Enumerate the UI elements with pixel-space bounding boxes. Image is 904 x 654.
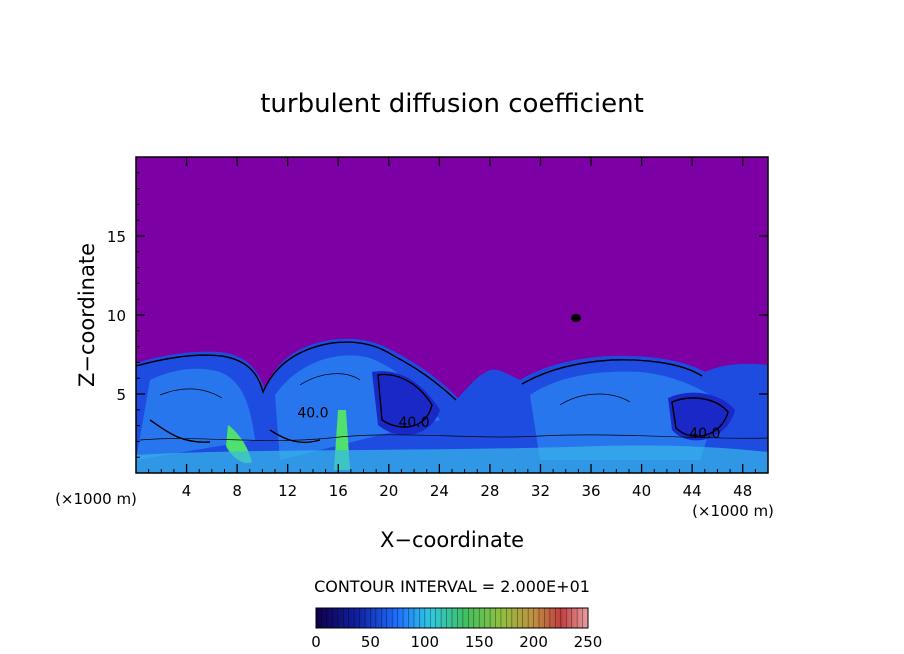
x-tick-label: 32	[531, 482, 550, 500]
x-tick-label: 12	[278, 482, 297, 500]
colorbar-tick-label: 50	[361, 633, 380, 651]
contour-label: 40.0	[689, 426, 720, 442]
colorbar-tick-label: 0	[311, 633, 321, 651]
contour-label: 40.0	[398, 415, 429, 431]
colorbar-tick-label: 150	[465, 633, 494, 651]
low-diffusion-pocket	[372, 371, 735, 441]
x-tick-label: 40	[632, 482, 651, 500]
x-tick-label: 8	[232, 482, 242, 500]
y-tick-label: 15	[107, 228, 126, 246]
x-tick-label: 44	[683, 482, 702, 500]
y-axis-ticks: 5 10 15	[107, 172, 768, 458]
near-surface-band	[136, 445, 768, 473]
x-axis-label: X−coordinate	[380, 528, 524, 552]
colorbar-tick-label: 200	[519, 633, 548, 651]
x-tick-label: 4	[182, 482, 192, 500]
colorbar: 0 50 100 150 200 250	[311, 607, 602, 651]
colorbar-frame	[315, 607, 589, 629]
chart-title: turbulent diffusion coefficient	[260, 89, 644, 119]
x-tick-label: 28	[480, 482, 499, 500]
x-tick-label: 24	[430, 482, 449, 500]
x-unit-left: (×1000 m)	[55, 490, 137, 508]
y-tick-label: 10	[107, 307, 126, 325]
contour-labels: 40.0 40.0 40.0	[297, 406, 720, 443]
colorbar-tick-label: 100	[410, 633, 439, 651]
contour-interval-label: CONTOUR INTERVAL = 2.000E+01	[314, 577, 590, 596]
x-tick-label: 36	[581, 482, 600, 500]
x-tick-label: 16	[329, 482, 348, 500]
contour-lines	[136, 341, 729, 444]
x-axis-ticks: 4 8 12 16 20 24 28 32 36 40 44 48	[148, 157, 756, 500]
x-tick-label: 48	[733, 482, 752, 500]
contour-label: 40.0	[297, 406, 328, 422]
colorbar-stripes	[315, 608, 589, 628]
x-tick-label: 20	[379, 482, 398, 500]
y-axis-label: Z−coordinate	[75, 243, 99, 387]
colorbar-tick-label: 250	[574, 633, 603, 651]
colorbar-ticks: 0 50 100 150 200 250	[311, 633, 602, 651]
y-tick-label: 5	[116, 386, 126, 404]
x-unit-right: (×1000 m)	[692, 502, 774, 520]
plot-area	[136, 157, 768, 473]
isolated-contour	[571, 314, 581, 322]
thin-contour-lines	[139, 373, 768, 441]
